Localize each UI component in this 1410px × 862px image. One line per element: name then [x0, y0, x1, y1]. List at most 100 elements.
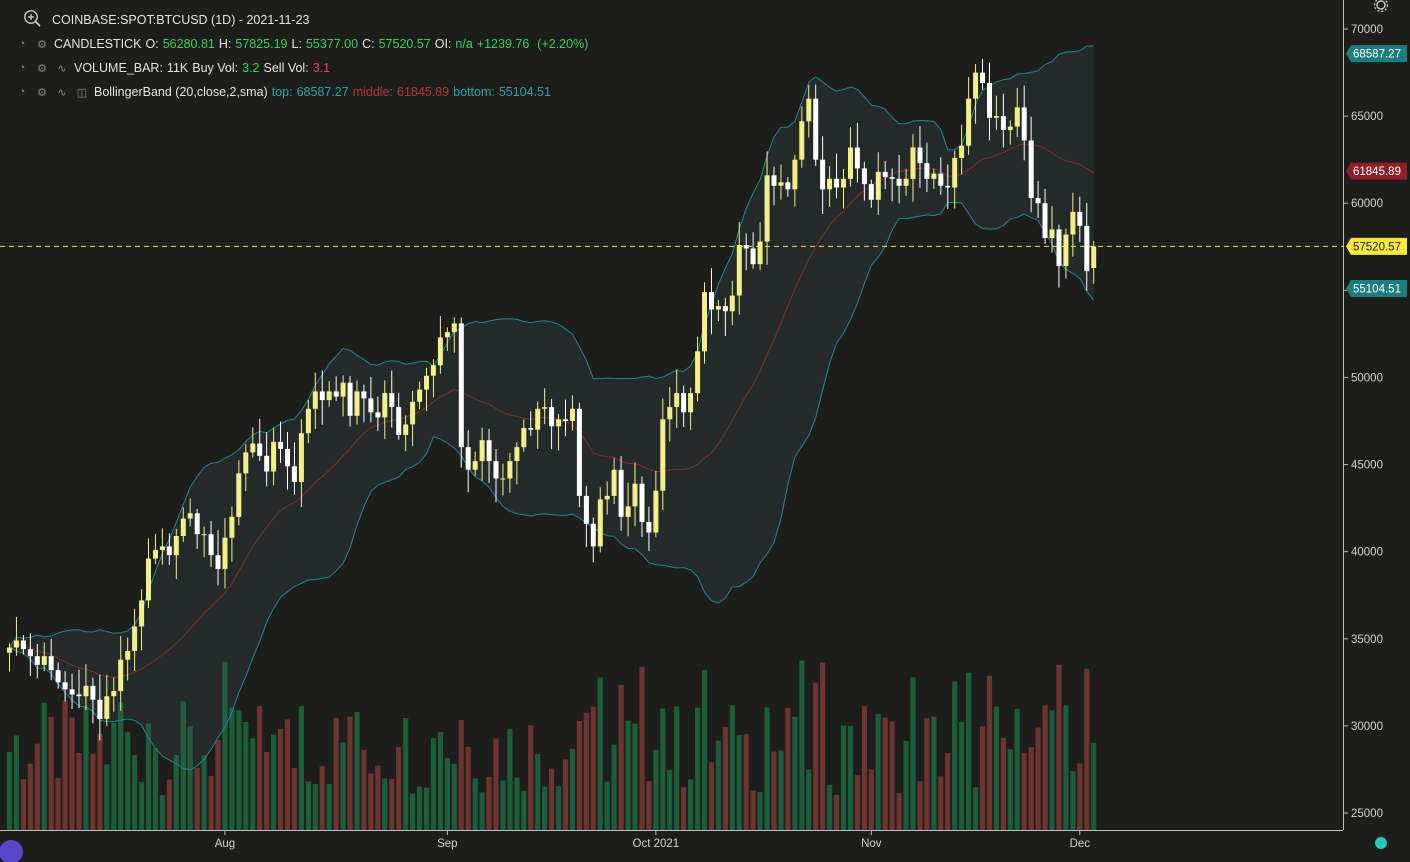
candle-body — [62, 682, 68, 690]
candle-body — [382, 393, 388, 418]
candle — [625, 482, 631, 537]
settings-gear-icon[interactable]: ⚙ — [37, 86, 47, 99]
volume-bar — [618, 685, 624, 830]
volume-bar — [959, 721, 965, 830]
indicator-line-icon: ∿ — [57, 62, 67, 75]
volume-bar — [799, 660, 805, 830]
candle-body — [590, 523, 596, 547]
price-tag-label: 61845.89 — [1353, 166, 1401, 178]
volume-bar — [111, 722, 117, 830]
hide-eye-icon[interactable]: ◔ — [18, 86, 26, 98]
volume-bar — [187, 726, 193, 830]
candle — [868, 179, 874, 208]
volume-bar — [820, 662, 826, 830]
y-tick-label: 50000 — [1351, 372, 1383, 384]
candle-body — [1028, 140, 1034, 198]
candle-body — [319, 391, 325, 401]
hide-eye-icon[interactable]: ◔ — [18, 38, 26, 50]
volume-bar — [549, 768, 555, 830]
candle — [271, 427, 277, 486]
candle — [132, 608, 138, 671]
candle-body — [403, 424, 409, 435]
candle — [896, 154, 902, 204]
candle — [90, 677, 96, 724]
volume-bar — [375, 765, 381, 830]
candle — [347, 375, 353, 427]
bb-middle-value: 61845.89 — [397, 85, 450, 99]
price-tag-label: 55104.51 — [1353, 284, 1401, 296]
volume-bar — [535, 754, 541, 830]
candle-body — [361, 391, 367, 399]
candle-body — [236, 473, 242, 517]
status-dot-icon — [1375, 837, 1387, 849]
candle — [243, 443, 249, 491]
candlestick-name: CANDLESTICK — [54, 37, 142, 51]
high-value: 57825.19 — [235, 37, 288, 51]
candle — [618, 456, 624, 531]
chart-settings-gear-icon[interactable] — [1372, 0, 1390, 14]
candle-body — [792, 159, 798, 190]
candle-body — [424, 375, 429, 390]
candle-body — [444, 332, 450, 338]
candle-body — [278, 441, 284, 449]
candle-body — [896, 178, 902, 186]
candle-body — [625, 506, 631, 517]
volume-bar — [1070, 771, 1076, 830]
candle — [1084, 202, 1090, 291]
candle-body — [208, 534, 214, 556]
candle-body — [451, 323, 457, 333]
candle-body — [264, 455, 270, 472]
candle — [236, 460, 242, 526]
volume-bar — [639, 666, 645, 830]
volume-bar — [465, 746, 471, 830]
volume-bar — [326, 784, 332, 830]
volume-name: VOLUME_BAR: — [74, 61, 163, 75]
candle-body — [27, 649, 33, 657]
candle-body — [695, 351, 701, 394]
volume-bar — [667, 769, 673, 830]
zoom-in-icon[interactable] — [22, 8, 42, 28]
volume-bar — [264, 752, 270, 830]
settings-gear-icon[interactable]: ⚙ — [37, 38, 47, 51]
candle — [542, 388, 548, 425]
y-tick-label: 40000 — [1351, 547, 1383, 559]
hide-eye-icon[interactable]: ◔ — [18, 62, 26, 74]
candle — [76, 669, 82, 709]
settings-gear-icon[interactable]: ⚙ — [37, 62, 47, 75]
candle-body — [750, 248, 756, 265]
volume-bar — [556, 786, 562, 830]
volume-bar — [236, 710, 242, 830]
candle — [146, 538, 151, 608]
candle — [180, 507, 186, 542]
candle-body — [653, 490, 659, 533]
candle-body — [69, 689, 75, 695]
volume-bar — [20, 779, 26, 830]
volume-bar — [778, 750, 784, 830]
y-tick-label: 60000 — [1351, 198, 1383, 210]
candle — [785, 177, 791, 197]
candle — [938, 157, 944, 195]
volume-bar — [208, 775, 214, 830]
candle — [854, 122, 860, 183]
volume-bar — [854, 775, 860, 830]
volume-bar — [625, 720, 631, 830]
candle — [1049, 206, 1055, 253]
candle — [159, 528, 165, 565]
volume-bar — [145, 723, 152, 830]
volume-bar — [743, 734, 749, 830]
candle — [993, 95, 999, 130]
price-tag-bg — [1346, 237, 1407, 255]
candle-body — [41, 656, 47, 665]
candle-body — [1084, 225, 1090, 272]
candle-body — [556, 419, 562, 427]
candle — [834, 153, 840, 199]
candle-body — [285, 448, 290, 467]
candle-body — [834, 178, 840, 188]
candle — [403, 415, 409, 452]
delete-trash-icon[interactable]: ◫ — [76, 86, 88, 99]
candle — [736, 222, 742, 315]
volume-bar — [792, 716, 798, 830]
bollinger-bottom-line — [9, 201, 1095, 771]
